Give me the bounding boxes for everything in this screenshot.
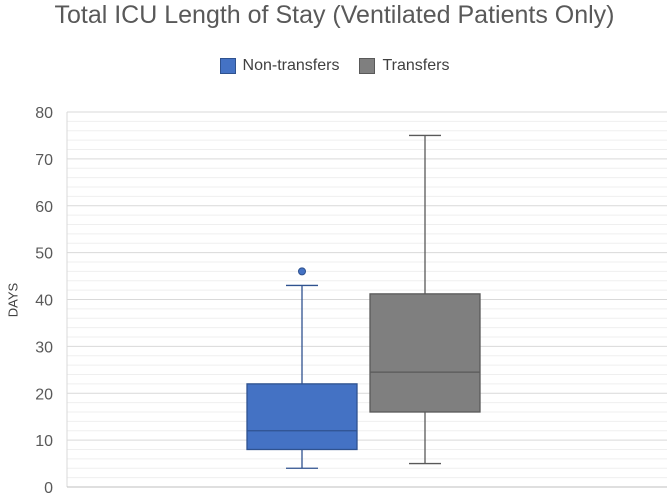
outlier-point-non-transfers: [298, 267, 306, 276]
legend-item-non-transfers: Non-transfers: [219, 57, 340, 75]
legend-swatch-transfers: [359, 58, 376, 74]
box-non-transfers: [246, 383, 358, 451]
y-tick-label: 80: [35, 105, 53, 122]
legend-item-transfers: Transfers: [359, 57, 449, 75]
y-tick-label: 70: [35, 152, 53, 169]
y-tick-label: 50: [35, 246, 53, 263]
legend-label-non-transfers: Non-transfers: [242, 57, 340, 74]
box-transfers: [369, 293, 481, 413]
legend-label-transfers: Transfers: [382, 57, 450, 74]
y-tick-label: 10: [35, 433, 53, 450]
legend-swatch-non-transfers: [219, 58, 236, 74]
y-tick-label: 20: [35, 386, 53, 403]
y-tick-label: 40: [35, 293, 53, 310]
y-tick-label: 60: [35, 199, 53, 216]
y-tick-label: 30: [35, 339, 53, 356]
y-tick-label: 0: [44, 480, 53, 496]
legend: Non-transfers Transfers: [0, 57, 669, 75]
chart-title: Total ICU Length of Stay (Ventilated Pat…: [54, 1, 615, 29]
